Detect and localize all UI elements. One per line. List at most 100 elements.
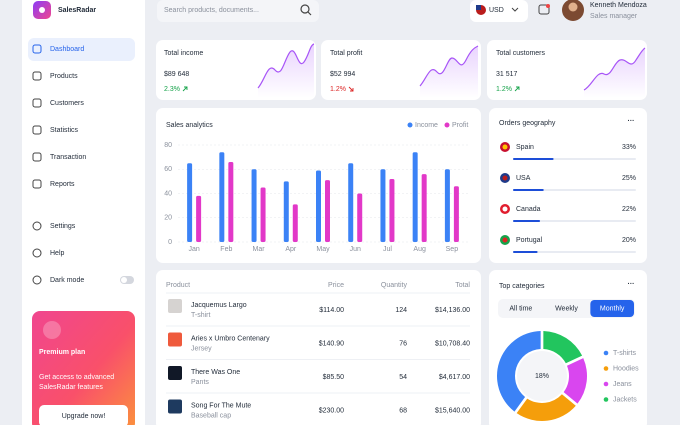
country: USA xyxy=(516,175,531,182)
currency-select[interactable] xyxy=(470,0,528,22)
nav-item[interactable]: Reports xyxy=(50,181,75,188)
price: $230.00 xyxy=(319,407,344,414)
x-tick-label: May xyxy=(316,246,330,253)
notifications[interactable] xyxy=(538,4,550,15)
bar xyxy=(187,163,193,242)
nav-item[interactable]: Transaction xyxy=(50,154,86,161)
stat-change: 1.2% xyxy=(496,86,512,93)
nav-item[interactable]: Customers xyxy=(50,100,84,107)
product-category: Baseball cap xyxy=(191,412,231,419)
donut-segment xyxy=(563,358,587,404)
bar xyxy=(348,163,354,242)
toggle-knob xyxy=(121,277,127,283)
donut-hole xyxy=(517,351,567,401)
nav-item[interactable]: Products xyxy=(50,73,78,80)
bar xyxy=(444,169,450,242)
legend-swatch xyxy=(603,366,609,371)
product-category: T-shirt xyxy=(191,312,211,319)
currency: USD xyxy=(489,7,504,14)
search-box[interactable] xyxy=(157,0,319,22)
country: Portugal xyxy=(516,237,543,244)
nav-item[interactable]: Settings xyxy=(50,223,76,230)
search-icon xyxy=(307,11,312,16)
column-header: Product xyxy=(166,282,190,289)
product-name: Jacquemus Largo xyxy=(191,302,247,309)
total: $15,640.00 xyxy=(435,407,470,414)
trend-arrow xyxy=(182,86,188,92)
column-header: Quantity xyxy=(381,282,408,289)
progress-track xyxy=(513,189,636,191)
bar xyxy=(412,152,418,242)
premium-card xyxy=(32,311,135,425)
tab[interactable]: Weekly xyxy=(555,305,578,312)
bar xyxy=(292,204,298,242)
progress-bar xyxy=(513,189,544,191)
legend-label: Income xyxy=(415,122,438,129)
bar xyxy=(228,161,234,242)
stat-value: $89 648 xyxy=(164,71,189,78)
product-name: Aries x Umbro Centenary xyxy=(191,335,270,342)
progress-bar xyxy=(513,251,538,253)
bar xyxy=(316,170,321,242)
nav-item[interactable]: Dashboard xyxy=(50,46,84,53)
total: $4,617.00 xyxy=(439,374,470,381)
search-placeholder: Search products, documents... xyxy=(164,7,259,14)
progress-bar xyxy=(513,158,554,160)
quantity: 54 xyxy=(399,374,407,381)
more-menu[interactable]: ··· xyxy=(628,118,635,125)
bar xyxy=(453,186,459,242)
product-thumb xyxy=(168,299,182,313)
legend-label: Jackets xyxy=(613,396,637,403)
premium-text: SalesRadar features xyxy=(39,384,103,391)
total: $14,136.00 xyxy=(435,307,470,314)
nav-item[interactable]: Dark mode xyxy=(50,277,84,284)
tab[interactable]: All time xyxy=(509,305,532,312)
column-header: Price xyxy=(328,282,344,289)
bar xyxy=(389,178,395,242)
trend-arrow xyxy=(348,86,354,92)
country-share: 25% xyxy=(622,175,636,182)
notification-dot xyxy=(546,4,550,8)
nav-item[interactable]: Statistics xyxy=(50,127,79,134)
product-thumb xyxy=(168,366,182,380)
product-category: Jersey xyxy=(191,345,212,352)
x-tick-label: Apr xyxy=(285,246,297,253)
logo-dot xyxy=(39,7,45,13)
stat-title: Total profit xyxy=(330,50,362,57)
upgrade-button[interactable] xyxy=(39,405,128,425)
legend-swatch xyxy=(603,381,609,387)
stat-change: 2.3% xyxy=(164,86,180,93)
quantity: 124 xyxy=(395,307,407,314)
country-share: 22% xyxy=(622,206,636,213)
card-title: Orders geography xyxy=(499,120,556,127)
product-category: Pants xyxy=(191,379,209,386)
search-icon xyxy=(300,4,310,14)
bar xyxy=(357,193,363,242)
legend-label: Jeans xyxy=(613,381,632,388)
donut-segment xyxy=(543,331,583,364)
bar xyxy=(251,169,257,242)
y-tick-label: 20 xyxy=(164,215,172,222)
card-title: Top categories xyxy=(499,283,545,290)
chevron xyxy=(511,7,519,12)
legend-swatch xyxy=(603,350,609,356)
donut-segment xyxy=(516,394,576,422)
sparkline xyxy=(257,43,315,89)
nav-icon xyxy=(32,125,42,135)
stat-title: Total customers xyxy=(496,50,546,57)
more-menu[interactable]: ··· xyxy=(628,281,635,288)
y-tick-label: 80 xyxy=(164,142,172,149)
tab[interactable]: Monthly xyxy=(600,305,625,312)
x-tick-label: Aug xyxy=(413,246,426,253)
nav-icon xyxy=(32,71,42,81)
avatar-face xyxy=(568,2,578,12)
donut-segment xyxy=(497,331,541,412)
x-tick-label: Jul xyxy=(383,246,392,253)
country: Spain xyxy=(516,144,534,151)
product-thumb xyxy=(168,332,182,347)
quantity: 68 xyxy=(399,407,407,414)
stat-title: Total income xyxy=(164,50,203,57)
nav-item[interactable]: Help xyxy=(50,250,65,257)
bar xyxy=(283,181,289,242)
